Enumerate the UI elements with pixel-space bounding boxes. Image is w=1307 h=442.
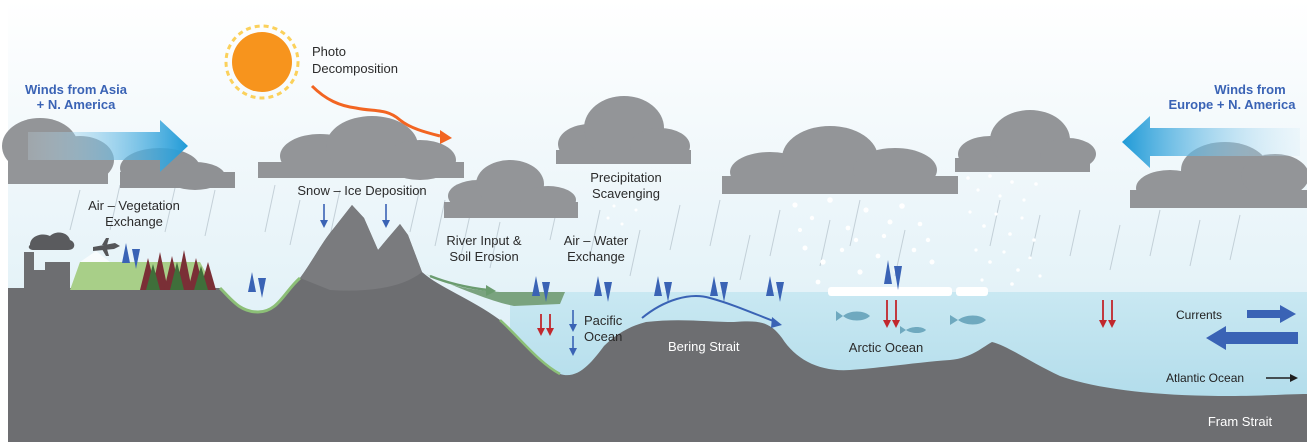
photo-decomposition-arrowhead: [440, 130, 452, 144]
ocean-exchange-arrow-2: [594, 276, 612, 302]
currents-label: Currents: [1176, 308, 1222, 322]
sinking-arrows: [537, 300, 1116, 336]
rain-streaks: [69, 184, 1241, 281]
river-arrow: [429, 274, 489, 292]
photo-decomposition-arrow: [310, 84, 441, 138]
cloud-arctic-2: [955, 110, 1096, 172]
spray-cone: [80, 251, 110, 262]
arctic-ocean: Arctic Ocean: [849, 340, 923, 355]
coastal-slope: [499, 319, 561, 376]
air-vegetation-line2: Exchange: [105, 214, 163, 229]
ocean-exchange-arrow-3: [654, 276, 672, 302]
precipitation-line2: Scavenging: [592, 186, 660, 201]
deposition-arrows: [320, 204, 577, 356]
river-delta: [426, 274, 565, 306]
river-arrowhead: [486, 285, 496, 296]
bering-strait: Bering Strait: [668, 339, 740, 354]
ocean-exchange-arrow-5: [766, 276, 784, 302]
winds-europe-line1: Winds from: [1214, 82, 1285, 97]
wind-arrow-asia: [28, 120, 188, 172]
air-vegetation-line1: Air – Vegetation: [88, 198, 180, 213]
winds-asia-line2: + N. America: [37, 97, 116, 112]
snow-particles-right: [966, 174, 1042, 286]
river-input-line2: Soil Erosion: [449, 249, 518, 264]
photo-decomposition-line1: Photo: [312, 44, 346, 59]
sun: [224, 24, 300, 100]
air-water-line1: Air – Water: [564, 233, 629, 248]
fish: [836, 311, 986, 334]
cloud-river: [444, 160, 578, 218]
pacific-ocean-line1: Pacific: [584, 313, 623, 328]
snow-ice-deposition: Snow – Ice Deposition: [297, 183, 426, 198]
bering-current-arrow: [641, 295, 777, 323]
bering-current-arrowhead: [771, 317, 782, 328]
mountain: [300, 205, 422, 291]
atlantic-ocean-label: Atlantic Ocean: [1166, 371, 1244, 385]
current-arrow-right: [1247, 305, 1296, 323]
sea-ice-1: [828, 287, 952, 296]
atlantic-arrowhead: [1290, 374, 1298, 382]
precipitation-particles: [600, 196, 638, 226]
ocean-exchange-arrow-1: [532, 276, 550, 302]
winds-asia-line1: Winds from Asia: [25, 82, 128, 97]
forest: [70, 250, 216, 290]
airplane: [93, 238, 120, 256]
precipitation-line1: Precipitation: [590, 170, 662, 185]
fram-strait-label: Fram Strait: [1208, 414, 1273, 429]
wind-arrow-europe: [1122, 116, 1300, 168]
cloud-mountain: [258, 116, 464, 180]
vegetation-exchange-arrow: [122, 243, 140, 269]
current-arrow-left: [1206, 326, 1298, 350]
vegetation-coast: [218, 276, 302, 314]
ice-exchange-arrow: [884, 260, 902, 290]
cloud-precip: [556, 96, 691, 164]
ocean-exchange-arrow-4: [710, 276, 728, 302]
smoke: [28, 232, 75, 250]
winds-europe-line2: Europe + N. America: [1168, 97, 1296, 112]
river-input-line1: River Input &: [446, 233, 521, 248]
cloud-arctic-1: [722, 126, 958, 194]
sea-ice-2: [956, 287, 988, 296]
photo-decomposition-line2: Decomposition: [312, 61, 398, 76]
land-exchange-arrow: [248, 272, 266, 298]
snow-particles-left: [792, 197, 935, 285]
pacific-ocean-line2: Ocean: [584, 329, 622, 344]
air-water-line2: Exchange: [567, 249, 625, 264]
exchange-arrows: [122, 243, 902, 302]
factory: [24, 252, 70, 292]
